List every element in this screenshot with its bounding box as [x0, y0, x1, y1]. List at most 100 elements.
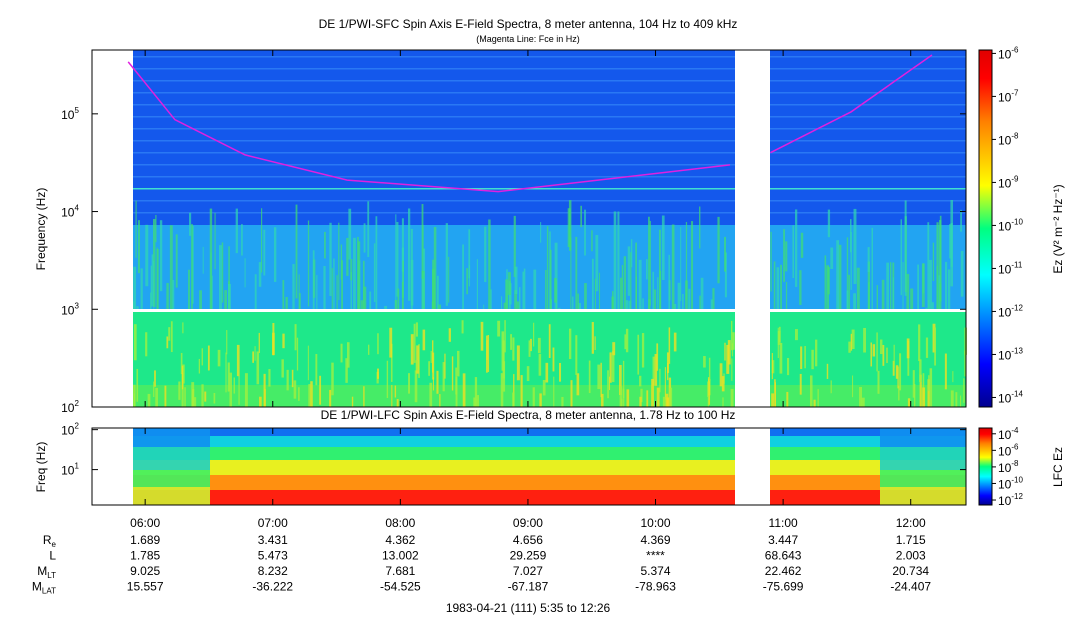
spectrogram-streak — [795, 209, 798, 287]
y-tick-label-exp: 2 — [74, 399, 79, 408]
y-tick-label-base: 10 — [61, 206, 75, 220]
spectrogram-streak — [401, 281, 404, 309]
spectrogram-streak — [319, 375, 322, 405]
spectrogram-streak — [931, 302, 934, 309]
spectrogram-streak — [666, 397, 670, 407]
spectrogram-streak — [568, 328, 572, 360]
spectrogram-streak — [307, 345, 309, 381]
spectrogram-streak — [548, 324, 551, 358]
spectrogram-line — [133, 104, 735, 106]
spectrogram-streak — [244, 373, 248, 407]
ephemeris-value: 8.232 — [258, 564, 288, 578]
spectrogram-streak — [357, 241, 361, 309]
spectrogram-streak — [826, 363, 829, 379]
ephemeris-label-main: M — [32, 580, 42, 594]
ephemeris-value: 13.002 — [382, 549, 419, 563]
spectrogram-streak — [331, 268, 333, 309]
spectrogram-streak — [635, 276, 638, 309]
spectrogram-band — [133, 436, 735, 447]
plot-frame — [91, 427, 967, 506]
spectrogram-streak — [189, 212, 192, 236]
spectrogram-streak — [570, 237, 572, 309]
spectrogram-line — [133, 80, 735, 82]
bottom-title: DE 1/PWI-LFC Spin Axis E-Field Spectra, … — [321, 408, 736, 422]
ephemeris-value: -24.407 — [890, 580, 931, 594]
spectrogram-streak — [890, 262, 892, 309]
spectrogram-streak — [238, 375, 240, 405]
spectrogram-streak — [838, 244, 842, 309]
spectrogram-streak — [391, 384, 393, 407]
spectrogram-streak — [244, 258, 246, 288]
spectrogram-streak — [487, 335, 490, 372]
spectrogram-streak — [677, 282, 681, 309]
spectrogram-streak — [396, 221, 399, 297]
spectrogram-streak — [476, 259, 479, 309]
ephemeris-value: -54.525 — [380, 580, 421, 594]
spectrogram-streak — [348, 208, 352, 260]
spectrogram-streak — [622, 360, 625, 399]
spectrogram-streak — [407, 208, 411, 301]
spectrogram-streak — [809, 375, 813, 407]
spectrogram-streak — [528, 340, 531, 357]
spectrogram-streak — [654, 353, 658, 386]
spectrogram-line — [770, 68, 966, 70]
colorbar-tick-label-exp: -6 — [1011, 45, 1019, 54]
ephemeris-label-sub: LT — [47, 571, 56, 580]
spectrogram-streak — [213, 392, 216, 404]
spectrogram-streak — [626, 389, 630, 407]
spectrogram-edge — [880, 447, 966, 470]
spectrogram-streak — [553, 376, 555, 407]
spectrogram-streak — [726, 344, 730, 374]
spectrogram-streak — [510, 334, 513, 350]
spectrogram-line — [133, 56, 735, 58]
spectrogram-streak — [432, 269, 435, 309]
spectrogram-streak — [256, 351, 260, 385]
y-tick-label-base: 10 — [61, 424, 75, 438]
spectrogram-line — [133, 140, 735, 142]
spectrogram-streak — [892, 360, 895, 376]
spectrogram-streak — [925, 337, 929, 358]
spectrogram-streak — [235, 208, 238, 254]
spectrogram-streak — [410, 228, 413, 309]
spectrogram-streak — [669, 387, 673, 407]
spectrogram-streak — [559, 362, 562, 382]
ephemeris-value: 7.681 — [385, 564, 415, 578]
spectrogram-streak — [444, 353, 446, 379]
spectrogram-line — [133, 116, 735, 118]
plot-frame — [91, 49, 967, 408]
spectrogram-streak — [505, 279, 509, 309]
y-tick-label-exp: 1 — [74, 462, 79, 471]
spectrogram-streak — [225, 352, 227, 393]
colorbar-tick-label: 10-14 — [998, 389, 1023, 405]
spectrogram-streak — [963, 378, 965, 403]
spectrogram-streak — [580, 205, 583, 228]
ephemeris-value: 3.431 — [258, 533, 288, 547]
colorbar-tick-label-base: 10 — [998, 305, 1012, 319]
spectrogram-streak — [154, 370, 156, 387]
spectrogram-streak — [292, 264, 295, 309]
spectrogram-streak — [936, 222, 939, 309]
spectrogram-streak — [259, 396, 262, 407]
frequency-gap — [133, 309, 966, 312]
fce-line — [127, 54, 933, 193]
spectrogram-streak — [462, 244, 464, 309]
spectrogram-streak — [708, 357, 711, 382]
spectrogram-streak — [945, 261, 948, 309]
spectrogram-streak — [538, 353, 542, 376]
spectrogram-streak — [285, 296, 288, 309]
spectrogram-streak — [934, 327, 937, 366]
spectrogram-streak — [595, 235, 599, 292]
spectrogram-streak — [656, 343, 659, 371]
spectrogram-streak — [609, 376, 611, 391]
spectrogram-streak — [649, 220, 651, 306]
spectrogram-streak — [785, 241, 788, 272]
spectrogram-streak — [794, 329, 798, 341]
spectrogram-streak — [780, 264, 783, 309]
spectrogram-streak — [661, 215, 665, 281]
spectrogram-streak — [145, 224, 149, 287]
spectrogram-streak — [483, 304, 485, 309]
spectrogram-streak — [635, 242, 638, 309]
spectrogram-streak — [415, 360, 419, 371]
spectrogram-edge — [880, 470, 966, 487]
